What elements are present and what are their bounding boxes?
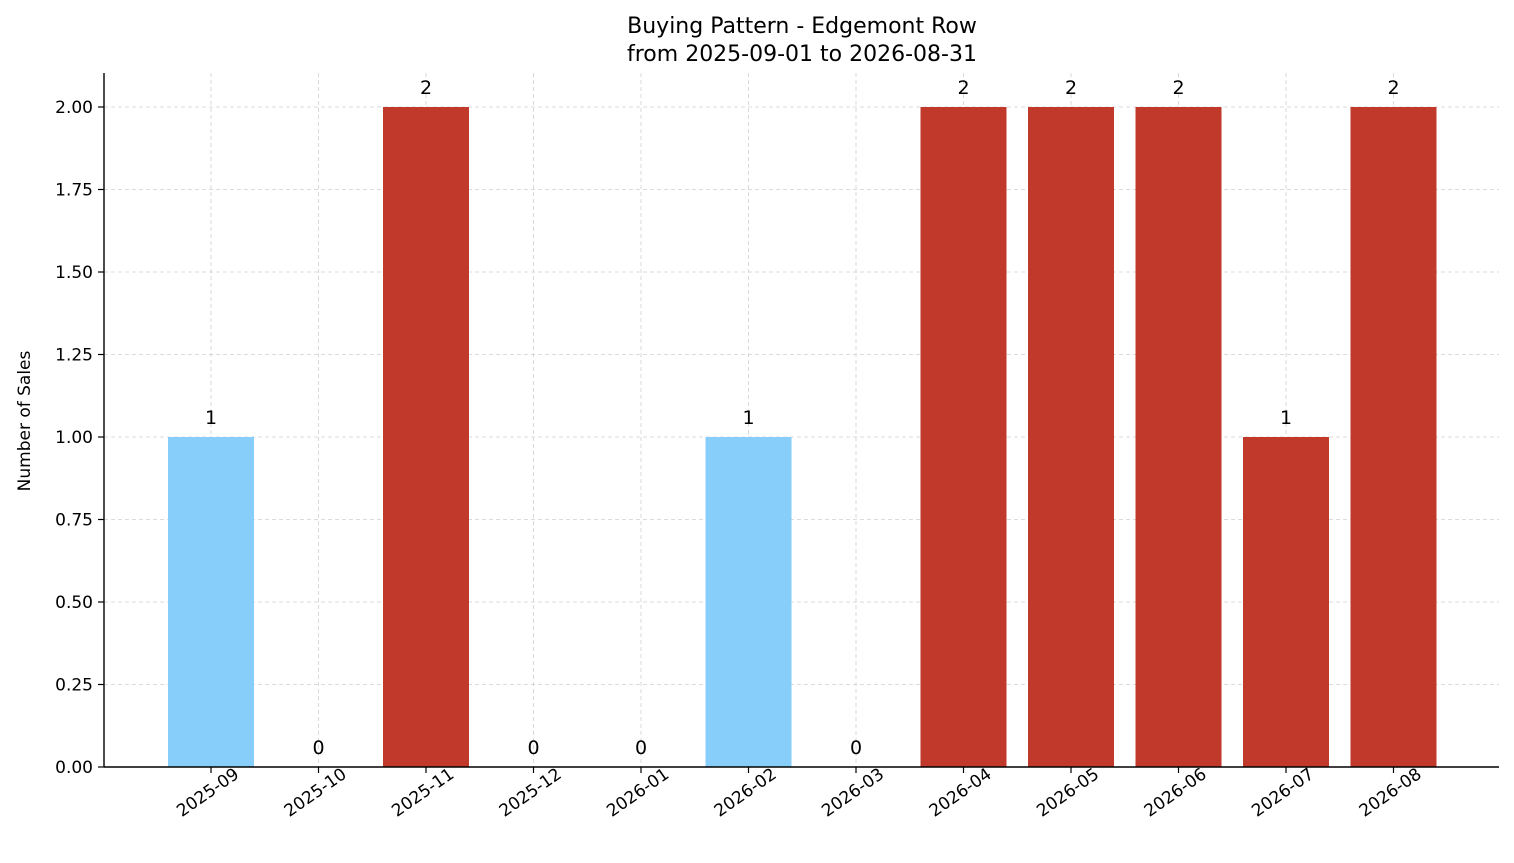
- x-tick-label: 2025-10: [281, 764, 351, 821]
- x-tick-label: 2026-07: [1248, 764, 1318, 821]
- x-tick-label: 2025-11: [388, 764, 458, 821]
- y-tick-label: 0.25: [55, 676, 93, 696]
- chart-title: Buying Pattern - Edgemont Row: [627, 14, 977, 39]
- data-label-2025-09: 1: [205, 407, 217, 429]
- data-label-2026-04: 2: [957, 77, 969, 99]
- bar-2025-11: [383, 107, 469, 767]
- x-tick-label: 2025-12: [496, 764, 566, 821]
- data-label-2026-06: 2: [1172, 77, 1184, 99]
- data-label-2025-11: 2: [420, 77, 432, 99]
- bar-2026-06: [1135, 107, 1222, 767]
- y-tick-label: 2.00: [55, 98, 93, 118]
- x-tick-label: 2026-06: [1141, 764, 1211, 821]
- bar-2026-02: [705, 437, 792, 767]
- bar-2026-07: [1243, 437, 1329, 767]
- y-ticks: 0.00 0.25 0.50 0.75 1.00 1.25 1.50 1.75 2.00: [55, 98, 104, 778]
- data-label-2025-10: 0: [312, 737, 324, 759]
- bar-2026-08: [1350, 107, 1437, 767]
- x-tick-label: 2025-09: [173, 764, 243, 821]
- y-axis-label: Number of Sales: [15, 350, 35, 491]
- x-tick-label: 2026-05: [1033, 764, 1103, 821]
- data-label-2026-07: 1: [1280, 407, 1292, 429]
- data-label-2026-01: 0: [635, 737, 647, 759]
- x-tick-label: 2026-03: [818, 764, 888, 821]
- data-label-2026-02: 1: [742, 407, 754, 429]
- y-tick-label: 0.75: [55, 511, 93, 531]
- y-tick-label: 0.00: [55, 758, 93, 778]
- y-tick-label: 1.50: [55, 263, 93, 283]
- y-tick-label: 1.00: [55, 428, 93, 448]
- bar-2026-05: [1028, 107, 1114, 767]
- data-labels: 1 0 2 0 0 1 0 2 2 2 1 2: [205, 77, 1400, 759]
- y-tick-label: 1.25: [55, 346, 93, 366]
- y-tick-label: 1.75: [55, 181, 93, 201]
- bar-2026-04: [920, 107, 1007, 767]
- x-tick-label: 2026-04: [926, 764, 996, 821]
- x-ticks: 2025-09 2025-10 2025-11 2025-12 2026-01 2026-…: [173, 764, 1425, 821]
- bar-2025-09: [168, 437, 254, 767]
- chart-subtitle: from 2025-09-01 to 2026-08-31: [627, 42, 977, 67]
- x-tick-label: 2026-02: [711, 764, 781, 821]
- data-label-2026-03: 0: [850, 737, 862, 759]
- bars: [168, 107, 1437, 767]
- data-label-2026-05: 2: [1065, 77, 1077, 99]
- y-tick-label: 0.50: [55, 593, 93, 613]
- x-tick-label: 2026-08: [1356, 764, 1426, 821]
- data-label-2025-12: 0: [527, 737, 539, 759]
- axes: [103, 73, 1499, 768]
- x-tick-label: 2026-01: [603, 764, 673, 821]
- data-label-2026-08: 2: [1387, 77, 1399, 99]
